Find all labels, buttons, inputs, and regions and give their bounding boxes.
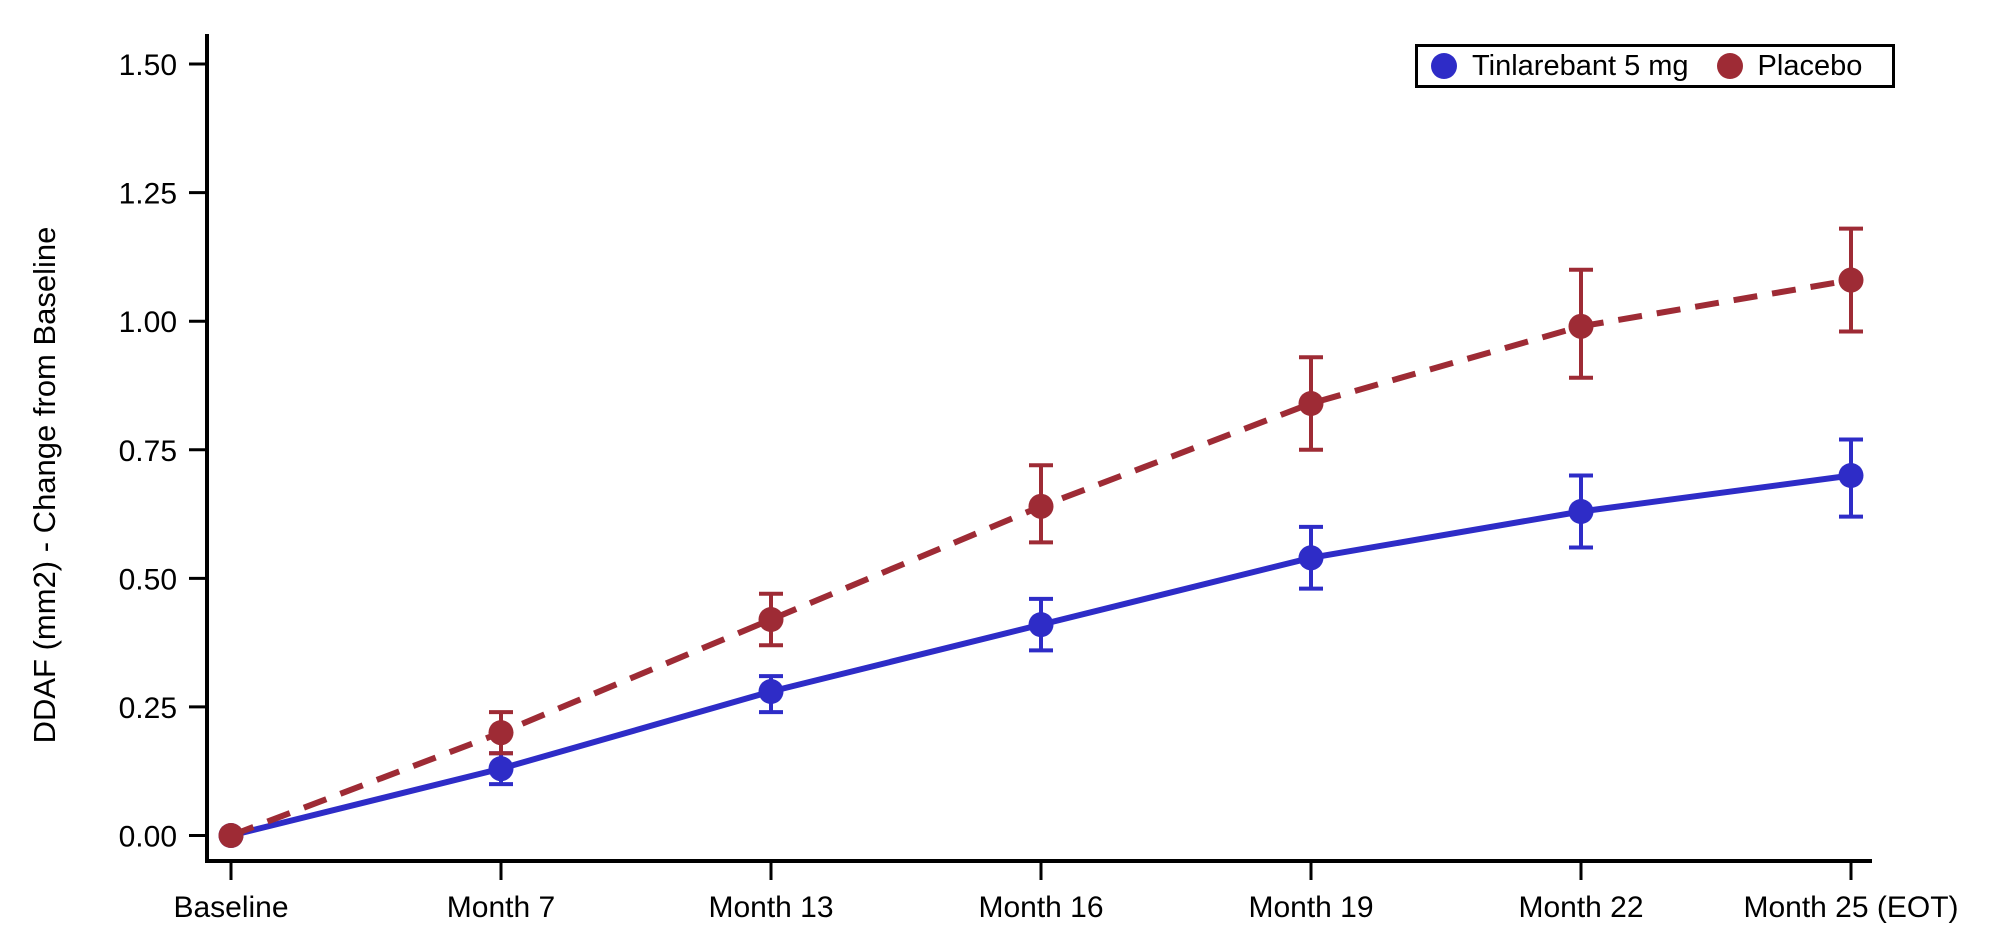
data-point-placebo [488, 720, 514, 746]
data-point-tinlarebant-5-mg [1568, 498, 1594, 524]
data-point-placebo [1568, 313, 1594, 339]
y-tick-label: 0.25 [119, 692, 177, 725]
data-point-placebo [1028, 493, 1054, 519]
y-axis-title: DDAF (mm2) - Change from Baseline [27, 227, 62, 744]
tinlarebant-marker-icon [1431, 53, 1457, 79]
x-tick-label: Month 19 [1248, 891, 1373, 924]
y-tick-label: 0.75 [119, 435, 177, 468]
data-point-tinlarebant-5-mg [488, 756, 514, 782]
data-point-placebo [1298, 390, 1324, 416]
x-tick-label: Month 7 [447, 891, 555, 924]
data-point-tinlarebant-5-mg [1838, 462, 1864, 488]
x-axis-ticks: Baseline Month 7 Month 13 Month 16 Month 19 M… [173, 861, 1959, 924]
axes [205, 34, 1872, 863]
x-tick-label: Baseline [173, 891, 288, 924]
y-tick-label: 0.00 [119, 821, 177, 854]
data-point-tinlarebant-5-mg [1298, 545, 1324, 571]
data-point-placebo [758, 606, 784, 632]
series-line-placebo [229, 277, 1852, 839]
y-tick-label: 1.00 [119, 306, 177, 339]
legend-label-placebo: Placebo [1757, 49, 1863, 82]
data-point-placebo [1838, 267, 1864, 293]
series-tinlarebant-5-mg [218, 437, 1864, 848]
legend: Tinlarebant 5 mg Placebo [1415, 44, 1895, 88]
legend-label-tinlarebant: Tinlarebant 5 mg [1472, 49, 1689, 82]
placebo-marker-icon [1716, 53, 1743, 79]
x-tick-label: Month 13 [708, 891, 833, 924]
y-tick-label: 0.50 [119, 563, 177, 596]
x-tick-label: Month 22 [1518, 891, 1643, 924]
legend-item-tinlarebant: Tinlarebant 5 mg [1431, 50, 1689, 83]
y-axis-ticks: 0.00 0.25 0.50 0.75 1.00 1.25 1.50 [119, 49, 207, 854]
legend-item-placebo: Placebo [1716, 49, 1863, 83]
y-tick-label: 1.25 [119, 178, 177, 211]
data-point-tinlarebant-5-mg [1028, 612, 1054, 638]
series-placebo [218, 226, 1864, 848]
x-tick-label: Month 16 [978, 891, 1103, 924]
data-point-placebo [218, 823, 244, 848]
x-tick-label: Month 25 (EOT) [1743, 891, 1958, 924]
data-point-tinlarebant-5-mg [758, 678, 784, 704]
y-tick-label: 1.50 [119, 49, 177, 82]
